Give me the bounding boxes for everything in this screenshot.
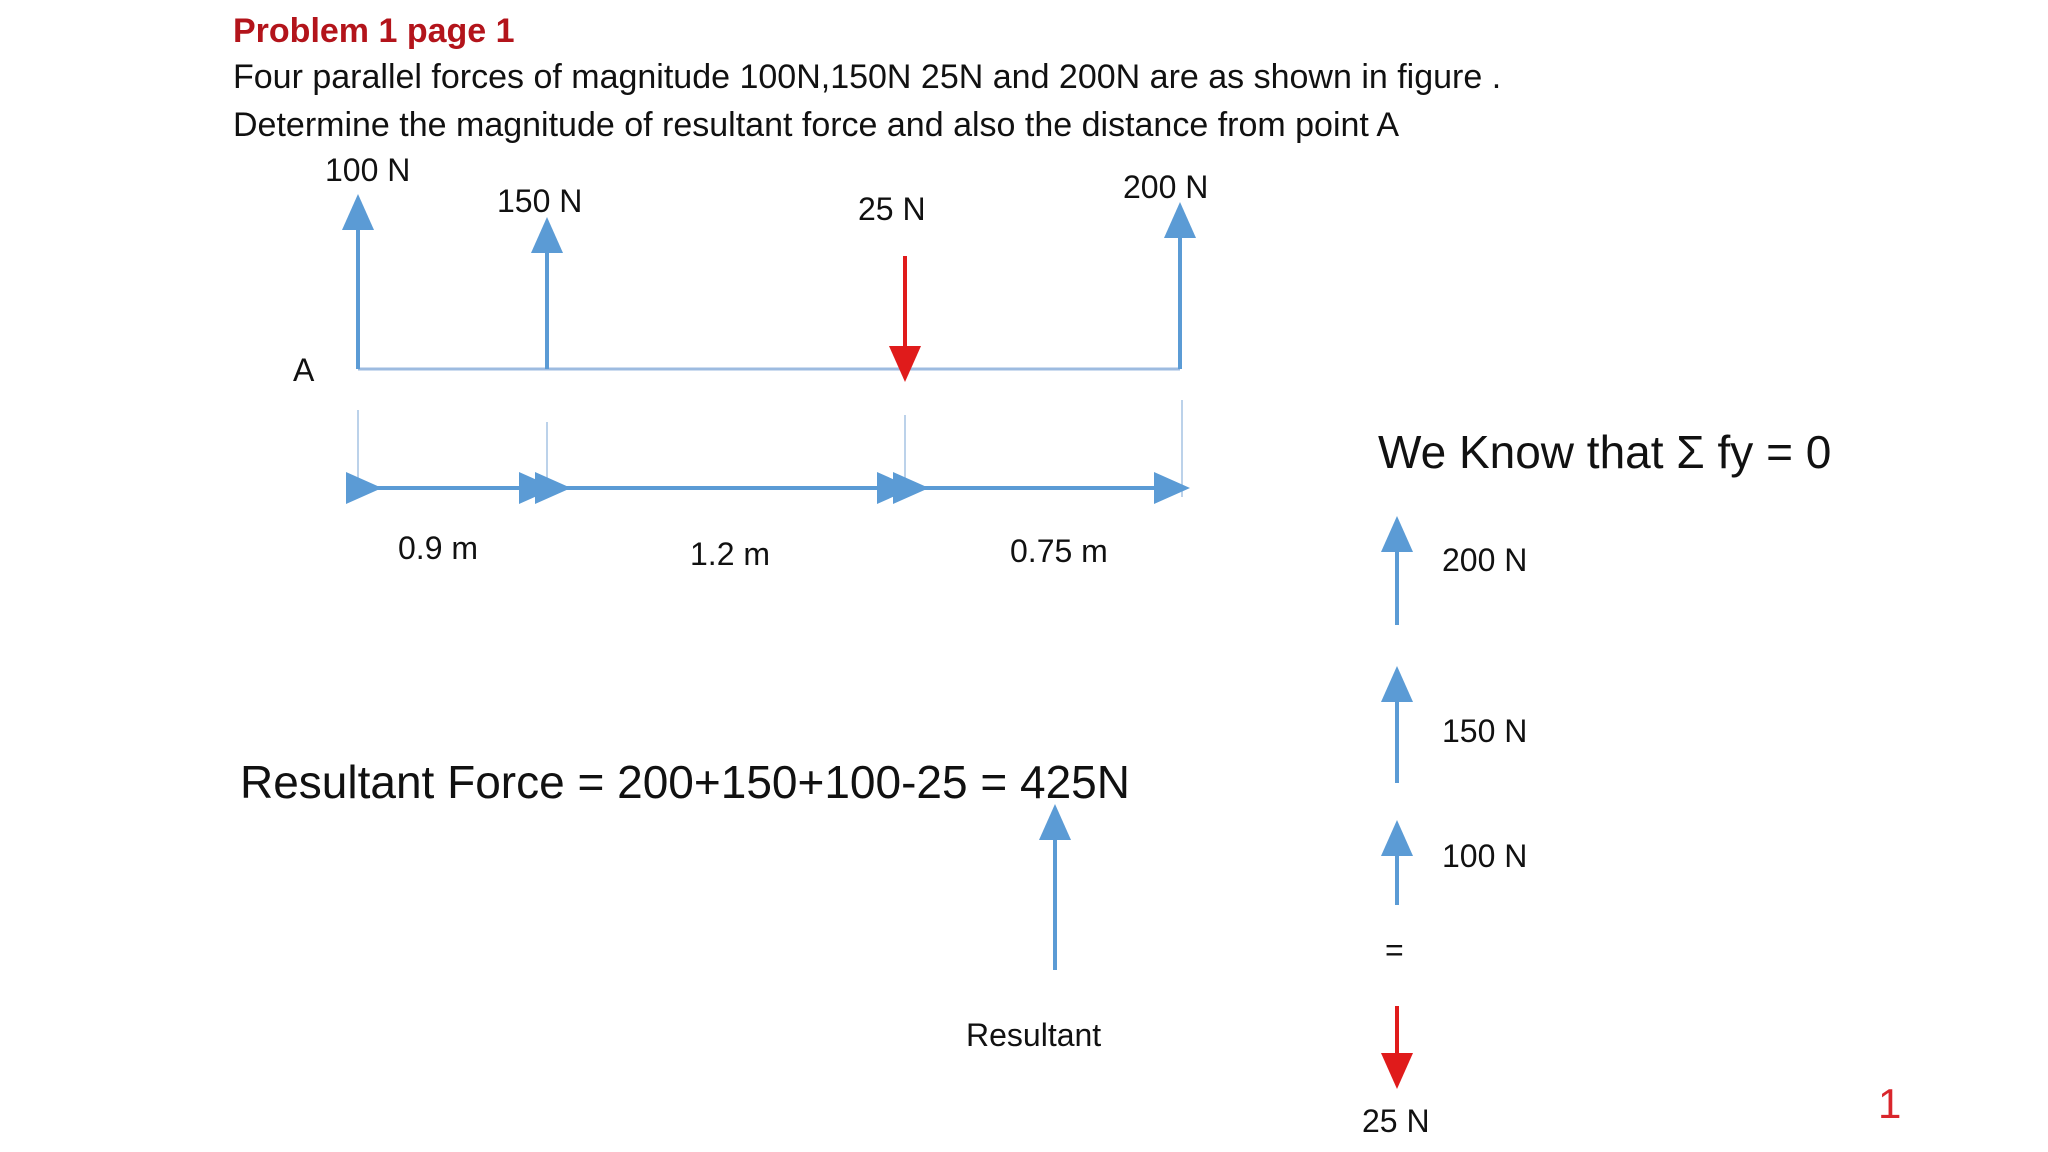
force-label-25n: 25 N: [858, 191, 926, 227]
force-label-150n: 150 N: [497, 183, 583, 219]
distance-label-1-2m: 1.2 m: [690, 536, 771, 572]
force-label-100n: 100 N: [325, 152, 411, 188]
problem-statement-line-1: Four parallel forces of magnitude 100N,1…: [233, 58, 1502, 96]
equals-sign: =: [1385, 932, 1404, 968]
distance-label-0-75m: 0.75 m: [1010, 533, 1108, 569]
stack-label-100n: 100 N: [1442, 838, 1528, 874]
resultant-label: Resultant: [966, 1017, 1102, 1053]
point-a-label: A: [293, 352, 315, 388]
stack-label-200n: 200 N: [1442, 542, 1528, 578]
stack-label-25n: 25 N: [1362, 1103, 1430, 1139]
distance-label-0-9m: 0.9 m: [398, 530, 479, 566]
equilibrium-heading: We Know that Σ fy = 0: [1378, 426, 1832, 478]
force-label-200n: 200 N: [1123, 169, 1209, 205]
resultant-equation: Resultant Force = 200+150+100-25 = 425N: [240, 756, 1130, 808]
stack-label-150n: 150 N: [1442, 713, 1528, 749]
problem-title: Problem 1 page 1: [233, 12, 515, 50]
slide-number: 1: [1878, 1080, 1902, 1127]
problem-statement-line-2: Determine the magnitude of resultant for…: [233, 106, 1400, 144]
